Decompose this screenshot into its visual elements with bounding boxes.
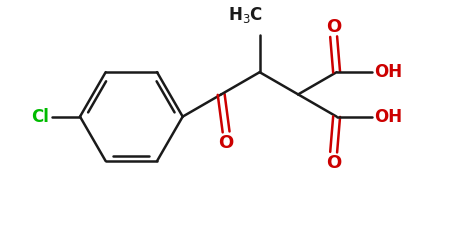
Text: OH: OH <box>374 108 402 126</box>
Text: O: O <box>219 134 234 152</box>
Text: O: O <box>326 18 341 36</box>
Text: O: O <box>326 154 341 172</box>
Text: OH: OH <box>374 63 402 81</box>
Text: Cl: Cl <box>31 108 49 126</box>
Text: H$_3$C: H$_3$C <box>228 5 264 25</box>
